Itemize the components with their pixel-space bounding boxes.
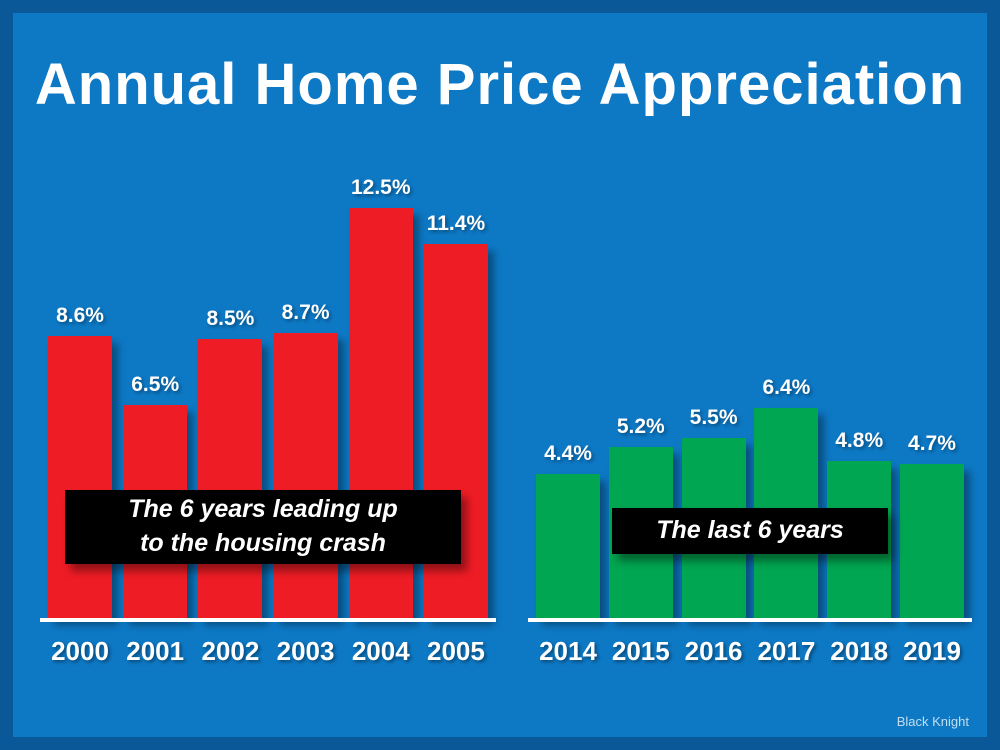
bar bbox=[198, 339, 263, 618]
bar-column: 8.6% bbox=[48, 304, 112, 618]
annotation-precrash: The 6 years leading up to the housing cra… bbox=[65, 490, 461, 564]
category-label: 2003 bbox=[276, 636, 335, 666]
bar-value-label: 5.2% bbox=[616, 415, 665, 438]
bar-column: 4.4% bbox=[536, 442, 600, 618]
category-label: 2016 bbox=[684, 636, 743, 666]
bar-value-label: 4.4% bbox=[544, 442, 592, 465]
category-axis-left: 2000 2001 2002 2003 2004 2005 bbox=[40, 636, 496, 667]
annotation-line: The last 6 years bbox=[656, 516, 844, 545]
category-label: 2019 bbox=[903, 636, 961, 666]
bar bbox=[48, 336, 112, 618]
category-label: 2014 bbox=[539, 636, 597, 666]
bar-value-label: 4.7% bbox=[908, 432, 956, 455]
bar-column: 4.7% bbox=[899, 432, 964, 618]
bar bbox=[899, 464, 964, 618]
category-label: 2002 bbox=[201, 636, 260, 666]
bar bbox=[273, 333, 338, 618]
annotation-line: to the housing crash bbox=[140, 529, 386, 557]
bar-value-label: 4.8% bbox=[835, 429, 884, 452]
category-label: 2004 bbox=[351, 636, 410, 666]
bar-value-label: 8.5% bbox=[206, 307, 255, 330]
bar-value-label: 11.4% bbox=[426, 212, 486, 235]
category-label: 2001 bbox=[126, 636, 185, 666]
chart-title: Annual Home Price Appreciation bbox=[34, 52, 966, 117]
category-label: 2000 bbox=[51, 636, 109, 666]
axis-baseline-right bbox=[528, 618, 972, 622]
bar-value-label: 8.7% bbox=[281, 301, 330, 324]
bar-value-label: 6.4% bbox=[762, 376, 811, 399]
bar-column: 8.5% bbox=[198, 307, 263, 618]
bars-precrash: 8.6% 6.5% 8.5% 8.7% 12.5% 11.4% bbox=[40, 160, 496, 618]
bar-column: 8.7% bbox=[273, 301, 338, 618]
category-label: 2005 bbox=[427, 636, 485, 666]
category-label: 2015 bbox=[611, 636, 670, 666]
category-label: 2017 bbox=[757, 636, 816, 666]
annotation-recent: The last 6 years bbox=[612, 508, 888, 554]
bar-value-label: 8.6% bbox=[56, 304, 104, 327]
source-credit: Black Knight bbox=[896, 714, 969, 729]
axis-baseline-left bbox=[40, 618, 496, 622]
bar-value-label: 5.5% bbox=[689, 406, 738, 429]
slide-inner-background: Annual Home Price Appreciation 8.6% 6.5% 8… bbox=[13, 13, 987, 737]
bar-value-label: 12.5% bbox=[350, 176, 411, 199]
bar-column: 6.4% bbox=[754, 376, 819, 618]
annotation-line: The 6 years leading up bbox=[128, 495, 398, 524]
category-axis-right: 2014 2015 2016 2017 2018 2019 bbox=[528, 636, 972, 667]
category-label: 2018 bbox=[830, 636, 889, 666]
bar-group-precrash: 8.6% 6.5% 8.5% 8.7% 12.5% 11.4% 2000 2001 2002 2… bbox=[40, 160, 496, 666]
bar bbox=[536, 474, 600, 618]
bar-value-label: 6.5% bbox=[131, 373, 180, 396]
